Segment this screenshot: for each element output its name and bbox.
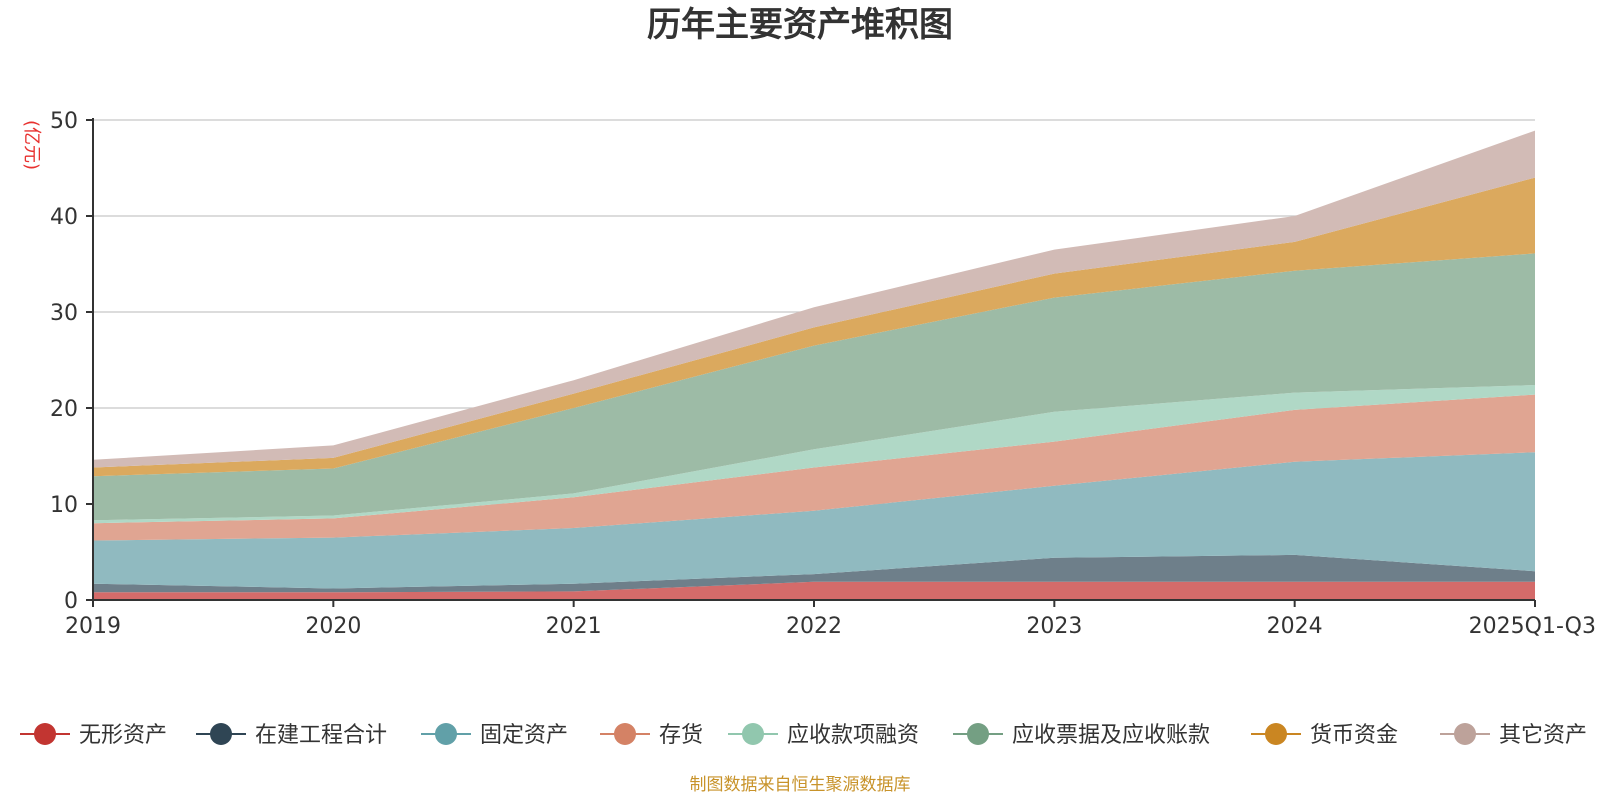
y-axis-unit-label: (亿元) [21,120,42,170]
legend-label: 其它资产 [1499,723,1587,748]
legend-label: 固定资产 [480,723,568,748]
legend-item-6[interactable]: 应收票据及应收账款 [953,723,1210,748]
x-tick-label-1: 2020 [305,614,361,639]
legend-label: 应收款项融资 [787,723,919,748]
y-tick-label-4: 40 [50,205,78,230]
legend-label: 货币资金 [1310,723,1398,748]
legend-item-2[interactable]: 在建工程合计 [196,723,387,748]
x-tick-label-0: 2019 [65,614,121,639]
area-series-group [93,130,1535,600]
area-series-5[interactable] [93,385,1535,524]
legend-item-5[interactable]: 应收款项融资 [728,723,919,748]
legend-marker [1454,723,1476,745]
legend-label: 无形资产 [79,723,167,748]
area-series-1[interactable] [93,581,1535,600]
x-axis-ticks: 2019 2020 2021 2022 2023 2024 2025Q1-Q3 [65,600,1596,639]
legend-item-3[interactable]: 固定资产 [421,723,568,748]
legend-marker [435,723,457,745]
y-axis-ticks: 0 10 20 30 40 50 [50,109,93,614]
legend-item-4[interactable]: 存货 [600,723,703,748]
legend-marker [210,723,232,745]
y-tick-label-3: 30 [50,301,78,326]
y-tick-label-2: 20 [50,397,78,422]
y-tick-label-0: 0 [64,589,78,614]
y-tick-label-1: 10 [50,493,78,518]
x-tick-label-4: 2023 [1026,614,1082,639]
legend[interactable]: 无形资产 在建工程合计 固定资产 存货 应收款项融资 应收票据及应收账款 货币资金 其它资产 [20,723,1587,748]
area-series-6[interactable] [93,253,1535,521]
legend-item-8[interactable]: 其它资产 [1440,723,1587,748]
legend-marker [967,723,989,745]
y-tick-label-5: 50 [50,109,78,134]
legend-item-1[interactable]: 无形资产 [20,723,167,748]
legend-label: 在建工程合计 [255,723,387,748]
legend-label: 存货 [659,723,703,748]
x-tick-label-6: 2025Q1-Q3 [1469,614,1596,639]
area-series-2[interactable] [93,554,1535,593]
x-tick-label-3: 2022 [786,614,842,639]
legend-item-7[interactable]: 货币资金 [1251,723,1398,748]
area-series-4[interactable] [93,394,1535,541]
legend-marker [614,723,636,745]
x-tick-label-5: 2024 [1267,614,1323,639]
legend-marker [1265,723,1287,745]
area-series-3[interactable] [93,452,1535,589]
legend-label: 应收票据及应收账款 [1012,723,1210,748]
x-tick-label-2: 2021 [546,614,602,639]
legend-marker [742,723,764,745]
legend-marker [34,723,56,745]
data-source-note: 制图数据来自恒生聚源数据库 [690,775,911,795]
chart-title: 历年主要资产堆积图 [647,5,953,45]
